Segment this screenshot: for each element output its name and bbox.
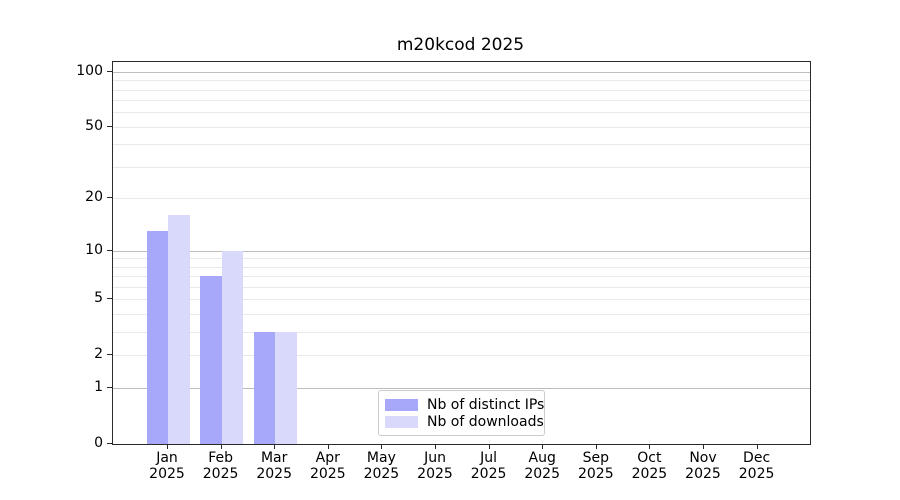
minor-gridline [113,112,810,114]
x-tick-label: Jun 2025 [417,450,453,482]
major-gridline [113,250,810,252]
y-tick-label: 1 [94,379,103,396]
y-tick-label: 2 [94,346,103,363]
minor-gridline [113,80,810,82]
x-tick-label: Mar 2025 [256,450,292,482]
legend: Nb of distinct IPs Nb of downloads [378,390,545,436]
minor-gridline [113,167,810,169]
bar-distinct-ips [200,276,222,444]
minor-gridline [113,89,810,91]
x-tick-mark [167,444,168,449]
major-gridline [113,71,810,73]
y-tick-label: 5 [94,290,103,307]
bar-downloads [275,332,297,444]
minor-gridline [113,314,810,316]
gridlines-layer [113,62,810,444]
bar-downloads [221,250,244,444]
y-tick-mark [107,197,112,199]
legend-item: Nb of downloads [385,414,544,430]
x-tick-mark [703,444,704,449]
legend-swatch-downloads [385,416,418,428]
y-tick-mark [107,70,112,72]
x-tick-mark [756,444,758,449]
y-tick-label: 50 [85,117,103,134]
minor-gridline [113,276,810,278]
minor-gridline [113,126,810,128]
x-tick-mark [220,444,222,449]
x-tick-mark [274,444,276,449]
y-tick-mark [107,125,112,127]
minor-gridline [113,144,810,146]
x-tick-mark [327,444,329,449]
legend-swatch-distinct-ips [385,399,418,411]
legend-label-downloads: Nb of downloads [427,414,544,430]
y-tick-mark [107,443,112,444]
minor-gridline [113,100,810,102]
legend-item: Nb of distinct IPs [385,397,544,413]
x-tick-label: Aug 2025 [524,450,560,482]
chart-title: m20kcod 2025 [396,35,525,55]
y-tick-mark [107,387,112,389]
x-tick-label: Sep 2025 [577,450,614,482]
y-tick-mark [107,298,112,300]
minor-gridline [113,299,810,301]
x-tick-label: Oct 2025 [631,450,668,482]
y-tick-mark [107,249,112,251]
y-tick-label: 100 [76,62,103,79]
minor-gridline [113,332,810,334]
x-tick-label: Apr 2025 [309,450,346,482]
x-tick-label: Feb 2025 [202,450,239,482]
x-tick-mark [435,444,436,449]
x-tick-label: Jan 2025 [149,450,185,482]
bar-distinct-ips [146,231,168,444]
x-tick-mark [595,444,597,449]
y-tick-mark [107,354,112,356]
major-gridline [113,388,810,390]
minor-gridline [113,266,810,268]
x-tick-label: Dec 2025 [738,450,775,482]
minor-gridline [113,258,810,260]
x-tick-mark [649,444,651,449]
x-tick-label: May 2025 [363,450,400,482]
y-tick-label: 10 [85,241,103,258]
bars-layer [113,62,810,444]
legend-label-distinct-ips: Nb of distinct IPs [427,397,545,413]
x-tick-mark [542,444,544,449]
minor-gridline [113,355,810,357]
x-tick-label: Nov 2025 [685,450,721,482]
y-tick-label: 0 [94,435,103,451]
x-tick-mark [488,444,490,449]
y-tick-label: 20 [85,189,103,206]
x-tick-mark [381,444,383,449]
minor-gridline [113,198,810,200]
bar-downloads [168,215,190,444]
x-tick-label: Jul 2025 [470,450,507,482]
plot-area [112,61,811,445]
bar-distinct-ips [253,332,276,444]
minor-gridline [113,287,810,289]
